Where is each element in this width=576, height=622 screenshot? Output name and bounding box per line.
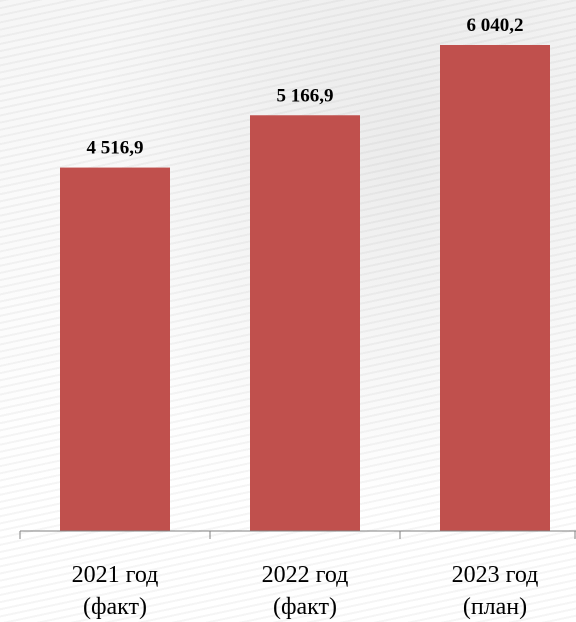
x-tick-label-1-line-1: 2021 год [72,562,159,588]
x-tick-label-3-line-2: (план) [463,594,527,620]
data-label-1: 4 516,9 [87,138,144,159]
x-tick-label-3-line-1: 2023 год [452,562,539,588]
bar-3 [440,44,550,531]
bar-2 [250,115,360,531]
data-labels-layer: 4 516,9 5 166,9 6 040,2 [87,15,524,159]
bar-1 [60,167,170,531]
data-label-3: 6 040,2 [467,15,524,36]
x-tick-label-2-line-2: (факт) [273,594,337,620]
data-label-2: 5 166,9 [277,85,334,106]
bars-layer [60,44,550,531]
x-axis: 2021 год (факт) 2022 год (факт) 2023 год (пла… [19,530,576,620]
x-tick-label-1-line-2: (факт) [83,594,147,620]
x-tick-label-2-line-1: 2022 год [262,562,349,588]
